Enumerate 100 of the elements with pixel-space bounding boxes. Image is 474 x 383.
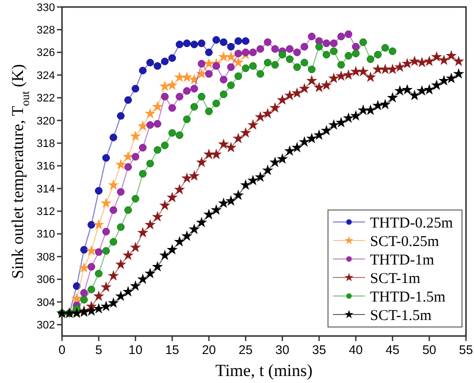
point [93, 302, 104, 314]
point [94, 248, 103, 256]
point [138, 144, 147, 152]
point [183, 87, 191, 95]
point [366, 55, 374, 63]
point [130, 280, 141, 291]
point [88, 221, 96, 229]
point [110, 206, 118, 214]
point [168, 104, 176, 112]
point [225, 195, 236, 206]
point [108, 297, 119, 308]
point [132, 194, 140, 203]
legend-label: THTD-1m [370, 252, 434, 268]
point [144, 268, 156, 278]
point [210, 204, 222, 215]
point [271, 45, 279, 53]
point [116, 223, 125, 231]
point [330, 47, 338, 56]
point [359, 38, 367, 46]
point [306, 132, 318, 144]
point [256, 70, 264, 78]
point [286, 55, 294, 63]
point [94, 270, 103, 278]
point [198, 39, 206, 48]
point [342, 69, 354, 80]
point [115, 258, 126, 270]
point [372, 100, 384, 110]
point [168, 129, 176, 137]
point [292, 142, 303, 152]
point [132, 152, 140, 161]
point [227, 42, 235, 51]
point [293, 63, 301, 71]
point [342, 112, 354, 123]
point [350, 66, 362, 76]
point [190, 103, 198, 111]
point [100, 197, 112, 208]
point [205, 108, 213, 116]
x-axis-title: Time, t (mins) [215, 361, 313, 380]
y-tick-label: 320 [36, 115, 55, 128]
point [232, 190, 244, 200]
point [137, 226, 148, 238]
point [80, 296, 88, 304]
legend-label: THTD-0.25m [370, 215, 454, 232]
point [320, 124, 332, 136]
y-tick-label: 314 [36, 183, 55, 196]
point [284, 90, 296, 100]
point [161, 58, 169, 66]
point [176, 131, 184, 140]
point [352, 50, 360, 58]
point [122, 250, 134, 260]
point [212, 62, 220, 70]
point [132, 84, 140, 92]
point [161, 92, 169, 100]
point [438, 54, 450, 66]
point [102, 228, 110, 236]
point [188, 224, 200, 234]
point [88, 262, 96, 271]
point [166, 192, 178, 202]
point [262, 164, 274, 176]
x-tick-label: 30 [275, 343, 290, 357]
point [146, 160, 154, 168]
y-tick-label: 326 [36, 47, 55, 60]
point [256, 45, 264, 53]
point [330, 39, 338, 48]
point [137, 273, 148, 284]
point [232, 56, 244, 68]
point [242, 37, 250, 45]
point [130, 130, 141, 142]
point [176, 40, 184, 48]
point [298, 82, 310, 94]
point [115, 158, 126, 170]
point [227, 63, 235, 71]
point [80, 289, 88, 297]
point [232, 132, 244, 144]
x-tick-label: 45 [386, 343, 400, 357]
point [240, 179, 252, 190]
point [198, 60, 206, 68]
point [181, 230, 192, 241]
point [322, 39, 330, 48]
point [71, 292, 82, 304]
point [337, 61, 345, 69]
point [314, 82, 325, 92]
point [116, 112, 125, 120]
point [176, 92, 184, 100]
y-tick-label: 316 [36, 160, 55, 173]
point [161, 142, 169, 150]
y-tick-label: 324 [36, 70, 55, 82]
point [166, 79, 178, 90]
point [116, 188, 125, 196]
point [188, 74, 200, 84]
point [374, 50, 382, 58]
point [431, 51, 442, 62]
point [431, 79, 442, 90]
x-tick-label: 55 [459, 343, 473, 357]
point [100, 281, 112, 292]
point [337, 32, 345, 40]
point [122, 286, 134, 296]
x-tick-label: 5 [95, 343, 102, 357]
y-tick-label: 310 [36, 228, 55, 241]
point [144, 219, 156, 230]
